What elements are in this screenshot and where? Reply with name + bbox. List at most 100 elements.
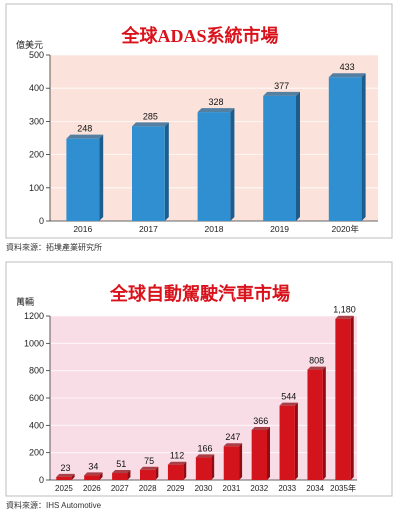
- bar-value-label: 544: [281, 392, 296, 402]
- autonomous-vehicle-market-chart: 全球自動駕駛汽車市場萬輛 0 200 400 600 800 1000 1200 23 2025 3…: [0, 258, 400, 514]
- bar-top: [167, 461, 187, 465]
- bar-side: [266, 426, 270, 480]
- bar-side: [99, 134, 104, 221]
- bar: [195, 457, 212, 480]
- bar-top: [328, 73, 366, 78]
- bar: [335, 318, 351, 480]
- bar-value-label: 433: [340, 62, 355, 72]
- bar-side: [71, 473, 75, 480]
- x-tick-label: 2026: [83, 484, 101, 493]
- x-tick-label: 2033: [278, 484, 296, 493]
- x-tick-label: 2028: [139, 484, 157, 493]
- bar-value-label: 1,180: [333, 305, 356, 315]
- x-tick-label: 2031: [223, 484, 241, 493]
- bar-value-label: 366: [253, 416, 268, 426]
- bar-side: [155, 466, 159, 480]
- y-tick-label: 300: [29, 116, 44, 126]
- bar-value-label: 166: [197, 443, 212, 453]
- bar-top: [263, 91, 300, 96]
- bar: [307, 369, 323, 480]
- y-axis-unit-label: 萬輛: [16, 296, 34, 307]
- bar-value-label: 112: [170, 451, 184, 461]
- bar-side: [164, 122, 169, 221]
- bar-value-label: 248: [77, 124, 92, 134]
- bar: [263, 95, 296, 221]
- y-tick-label: 200: [29, 448, 44, 458]
- adas-chart-source: 資料來源：拓墣產業研究所: [6, 243, 102, 252]
- x-tick-label: 2019: [270, 224, 289, 234]
- bar-value-label: 75: [144, 456, 154, 466]
- bar-side: [99, 472, 103, 480]
- y-tick-label: 400: [29, 83, 44, 93]
- bar: [56, 476, 72, 480]
- bar-top: [279, 402, 298, 406]
- bar-value-label: 328: [208, 97, 223, 107]
- autonomous-chart-source: 資料來源：IHS Automotive: [6, 501, 102, 510]
- x-tick-label: 2017: [139, 224, 158, 234]
- bar-top: [66, 134, 104, 139]
- adas-market-chart: 全球ADAS系統市場億美元 0 100 200 300 400 500 248 2016 285 2…: [0, 0, 400, 256]
- x-tick-label: 2018: [205, 224, 224, 234]
- y-axis-unit-label: 億美元: [16, 39, 43, 50]
- bar-side: [296, 91, 300, 221]
- bar-side: [211, 454, 215, 480]
- bar-value-label: 51: [116, 459, 126, 469]
- x-tick-label: 2020年: [331, 224, 359, 234]
- bar-value-label: 377: [274, 81, 289, 91]
- bar-top: [195, 454, 215, 458]
- y-tick-label: 200: [29, 150, 44, 160]
- y-tick-label: 800: [29, 366, 44, 376]
- bar-value-label: 34: [88, 461, 98, 471]
- y-tick-label: 100: [29, 183, 44, 193]
- bar-top: [335, 315, 354, 319]
- bar-top: [132, 122, 169, 127]
- bar-side: [350, 315, 354, 480]
- bar: [328, 77, 362, 221]
- bar-value-label: 23: [60, 463, 70, 473]
- bar: [132, 126, 165, 221]
- y-tick-label: 500: [29, 50, 44, 60]
- bar-value-label: 285: [143, 111, 158, 121]
- bar-side: [183, 461, 187, 480]
- bar-side: [361, 73, 366, 221]
- bar: [223, 446, 240, 480]
- y-tick-label: 1200: [24, 311, 44, 321]
- bar-top: [112, 470, 131, 474]
- bar-top: [251, 426, 270, 430]
- y-tick-label: 400: [29, 420, 44, 430]
- x-tick-label: 2035年: [330, 483, 356, 493]
- bar-top: [56, 473, 75, 477]
- bar-top: [140, 466, 159, 470]
- bar-value-label: 247: [225, 432, 240, 442]
- bar-side: [127, 470, 131, 480]
- bar: [197, 112, 231, 221]
- bar-value-label: 808: [309, 356, 324, 366]
- y-tick-label: 1000: [24, 338, 44, 348]
- y-tick-label: 0: [39, 216, 44, 226]
- bar: [251, 429, 267, 480]
- bar-side: [230, 108, 235, 221]
- bar: [84, 475, 100, 480]
- chart-title: 全球ADAS系統市場: [120, 25, 278, 46]
- bar-side: [294, 402, 298, 480]
- bar: [66, 138, 100, 221]
- bar: [112, 473, 128, 480]
- x-tick-label: 2025: [55, 484, 73, 493]
- bar-top: [307, 366, 326, 370]
- bar-top: [197, 108, 235, 113]
- bar-top: [223, 443, 243, 447]
- bar-side: [239, 443, 243, 480]
- bar: [140, 469, 156, 480]
- chart-title: 全球自動駕駛汽車市場: [109, 283, 290, 304]
- x-tick-label: 2034: [306, 484, 324, 493]
- y-tick-label: 600: [29, 393, 44, 403]
- bar: [279, 405, 295, 480]
- bar-side: [322, 366, 326, 480]
- x-tick-label: 2029: [167, 484, 185, 493]
- x-tick-label: 2030: [195, 484, 213, 493]
- x-tick-label: 2027: [111, 484, 129, 493]
- y-tick-label: 0: [39, 475, 44, 485]
- x-tick-label: 2016: [73, 224, 92, 234]
- x-tick-label: 2032: [250, 484, 268, 493]
